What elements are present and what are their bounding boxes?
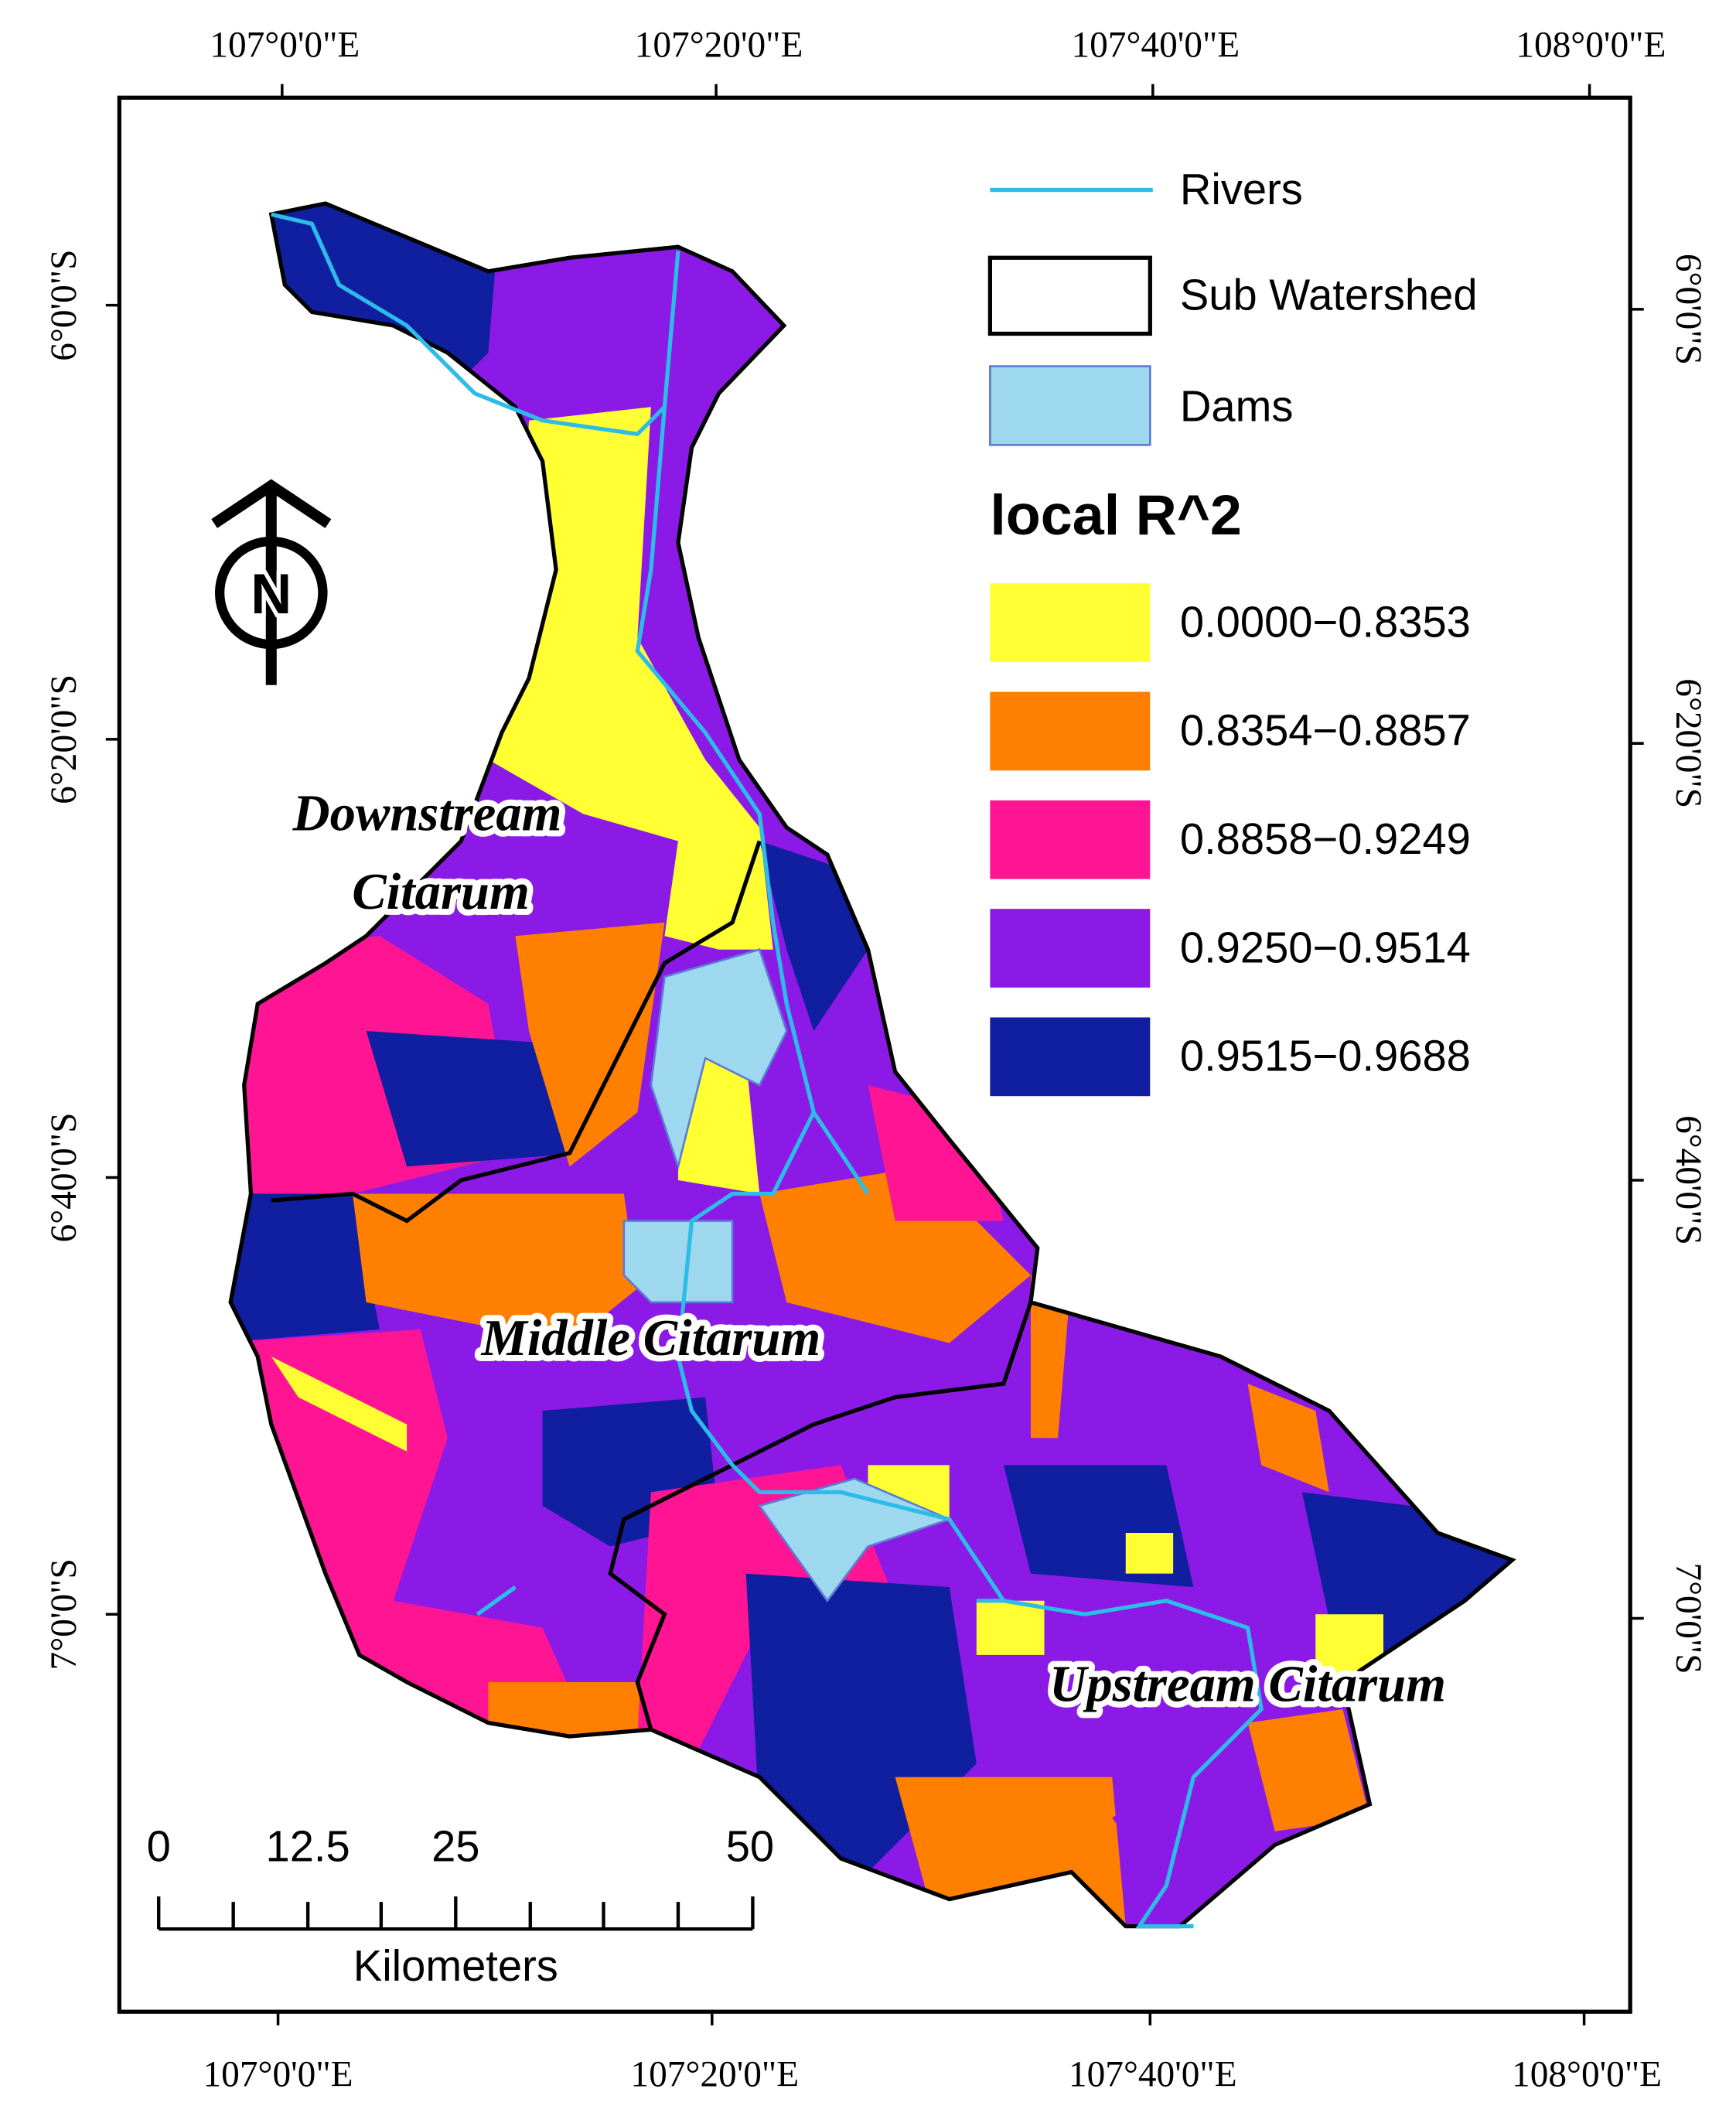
- legend-swatch: [990, 1017, 1151, 1097]
- legend-class-label: 0.8858−0.9249: [1180, 814, 1471, 863]
- sub-watershed-boundary: [271, 840, 762, 1224]
- region-label: Upstream Citarum: [1049, 1657, 1446, 1713]
- latitude-label: 6°20'0"S: [1668, 678, 1708, 808]
- legend-label: Dams: [1180, 382, 1294, 431]
- dam: [650, 948, 788, 1171]
- sub-watershed-boundary: [608, 1302, 1033, 1731]
- river: [271, 212, 1264, 1929]
- legend-dams-symbol: [989, 365, 1151, 446]
- legend-class-label: 0.9515−0.9688: [1180, 1032, 1471, 1080]
- legend-class-label: 0.9250−0.9514: [1180, 923, 1471, 971]
- map-frame: [117, 95, 1632, 2014]
- legend-swatch: [990, 909, 1151, 988]
- north-arrow: N: [211, 479, 332, 685]
- latitude-label: 7°0'0"S: [44, 1558, 84, 1670]
- region-label: Downstream: [292, 785, 561, 841]
- legend-swatch: [990, 583, 1151, 662]
- longitude-label: 107°20'0"E: [630, 2055, 799, 2095]
- scale-label: 25: [431, 1821, 479, 1870]
- river: [476, 1585, 517, 1616]
- scale-label: 50: [726, 1821, 774, 1870]
- legend-swatch: [990, 691, 1151, 771]
- latitude-label: 6°20'0"S: [44, 674, 84, 804]
- graticule-ticks: [105, 84, 1644, 2026]
- region-label: Middle Citarum: [480, 1310, 820, 1367]
- scale-unit: Kilometers: [353, 1941, 558, 1990]
- scale-label: 0: [147, 1821, 171, 1870]
- longitude-label: 107°0'0"E: [210, 26, 360, 66]
- longitude-label: 107°0'0"E: [203, 2055, 353, 2095]
- legend-label: Rivers: [1180, 165, 1303, 213]
- legend-swatch: [990, 800, 1151, 879]
- longitude-label: 107°40'0"E: [1071, 26, 1240, 66]
- basin-outline: [228, 201, 1516, 1929]
- latitude-label: 7°0'0"S: [1668, 1562, 1708, 1674]
- latitude-label: 6°40'0"S: [44, 1113, 84, 1243]
- longitude-label: 108°0'0"E: [1512, 2055, 1662, 2095]
- legend-sub-watershed-symbol: [987, 255, 1152, 336]
- legend-classes: 0.0000−0.8353 0.8354−0.8857 0.8858−0.9249 0…: [990, 583, 1471, 1097]
- latitude-label: 6°0'0"S: [1668, 254, 1708, 365]
- longitude-label: 108°0'0"E: [1516, 26, 1666, 66]
- legend-label: Sub Watershed: [1180, 271, 1478, 319]
- longitude-label: 107°20'0"E: [635, 26, 803, 66]
- longitude-label: 107°40'0"E: [1069, 2055, 1237, 2095]
- legend-class-label: 0.0000−0.8353: [1180, 597, 1471, 646]
- dam: [622, 1220, 734, 1304]
- latitude-label: 6°40'0"S: [1668, 1115, 1708, 1245]
- latitude-label: 6°0'0"S: [44, 250, 84, 361]
- region-label: Citarum: [352, 864, 530, 920]
- scale-bar: [157, 1896, 755, 1931]
- legend-title: local R^2: [990, 483, 1241, 547]
- north-label: N: [251, 561, 292, 626]
- scale-label: 12.5: [266, 1821, 350, 1870]
- legend-class-label: 0.8354−0.8857: [1180, 706, 1471, 755]
